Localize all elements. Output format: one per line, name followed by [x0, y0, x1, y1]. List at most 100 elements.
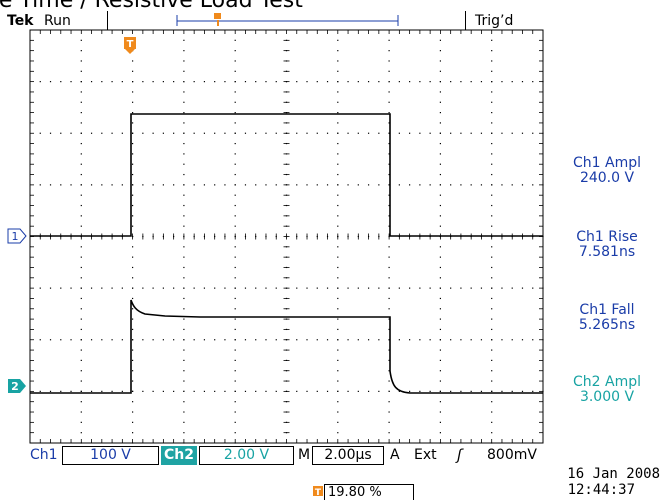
grid-dot [388, 39, 390, 41]
grid-dot [501, 184, 503, 186]
grid-dot [80, 39, 82, 41]
grid-dot [378, 184, 380, 186]
grid-dot [450, 132, 452, 134]
ch1-scale-field[interactable]: 100 V [62, 446, 159, 465]
grid-dot [337, 184, 339, 186]
grid-dot [532, 287, 534, 289]
grid-dot [388, 246, 390, 248]
grid-dot [470, 132, 472, 134]
grid-dot [234, 370, 236, 372]
grid-dot [275, 339, 277, 341]
grid-dot [132, 132, 134, 134]
grid-dot [132, 370, 134, 372]
timebase-m-label: M [298, 447, 311, 463]
grid-dot [132, 411, 134, 413]
grid-dot [173, 184, 175, 186]
grid-dot [244, 287, 247, 289]
grid-dot [439, 122, 441, 124]
grid-dot [80, 153, 82, 155]
grid-dot [439, 246, 441, 248]
grid-dot [491, 101, 493, 103]
grid-dot [70, 339, 72, 341]
grid-dot [183, 173, 185, 176]
measurement-value: 240.0 V [579, 170, 635, 186]
grid-dot [132, 91, 134, 93]
grid-dot [255, 390, 257, 392]
grid-dot [439, 60, 441, 62]
trigger-status: Trig’d [475, 13, 514, 29]
grid-dot [162, 287, 164, 289]
grid-dot [214, 184, 216, 186]
grid-dot [491, 266, 493, 269]
grid-dot [491, 432, 493, 434]
grid-dot [326, 339, 329, 341]
grid-dot [439, 215, 441, 217]
run-status: Run [44, 13, 71, 29]
grid-dot [296, 339, 298, 341]
grid-dot [439, 132, 441, 134]
grid-dot [491, 204, 493, 207]
grid-dot [388, 318, 390, 320]
grid-dot [203, 81, 206, 83]
grid-dot [491, 349, 493, 351]
grid-dot [439, 297, 441, 300]
grid-dot [491, 380, 493, 382]
grid-dot [357, 184, 359, 186]
grid-dot [224, 81, 226, 83]
grid-dot [183, 266, 185, 269]
grid-dot [388, 370, 390, 372]
grid-dot [101, 287, 103, 289]
grid-dot [491, 256, 493, 258]
grid-dot [132, 339, 134, 341]
grid-dot [306, 81, 308, 83]
grid-dot [234, 81, 236, 83]
grid-dot [521, 390, 524, 392]
grid-dot [60, 81, 62, 83]
grid-dot [429, 81, 431, 83]
timebase-field[interactable]: 2.00µs [312, 446, 384, 465]
grid-dot [460, 132, 462, 134]
ch2-scale-field[interactable]: 2.00 V [199, 446, 294, 465]
date-label: 16 Jan 2008 [567, 466, 660, 482]
ch2-label[interactable]: Ch2 [161, 446, 197, 465]
grid-dot [183, 246, 185, 248]
trigger-position-field[interactable]: 19.80 % [324, 484, 414, 500]
grid-dot [491, 70, 493, 72]
grid-dot [39, 287, 41, 289]
grid-dot [49, 132, 52, 134]
grid-dot [439, 142, 441, 145]
grid-dot [337, 390, 339, 392]
grid-dot [132, 70, 134, 72]
grid-dot [224, 287, 226, 289]
grid-dot [501, 339, 503, 341]
trigger-position-marker[interactable]: T [124, 37, 136, 54]
grid-dot [152, 339, 154, 341]
grid-dot [132, 60, 134, 62]
record-view-indicator[interactable] [176, 13, 399, 26]
grid-dot [80, 101, 82, 103]
grid-dot [388, 91, 390, 93]
grid-dot [90, 132, 93, 134]
grid-dot [132, 163, 134, 165]
grid-dot [337, 39, 339, 41]
grid-dot [60, 390, 62, 392]
grid-dot [409, 132, 411, 134]
grid-dot [193, 81, 195, 83]
grid-dot [132, 215, 134, 217]
grid-dot [80, 204, 82, 207]
grid-dot [409, 390, 411, 392]
ch2-marker[interactable]: 2 [8, 379, 26, 393]
grid-dot [388, 132, 390, 134]
grid-dot [326, 132, 329, 134]
grid-dot [470, 81, 472, 83]
grid-dot [183, 39, 185, 41]
grid-dot [337, 297, 339, 300]
grid-dot [388, 328, 390, 331]
grid-dot [511, 390, 513, 392]
grid-dot [121, 287, 123, 289]
grid-dot [337, 132, 339, 134]
grid-dot [337, 256, 339, 258]
grid-dot [265, 81, 267, 83]
ch1-marker[interactable]: 1 [7, 228, 27, 244]
grid-dot [183, 318, 185, 320]
